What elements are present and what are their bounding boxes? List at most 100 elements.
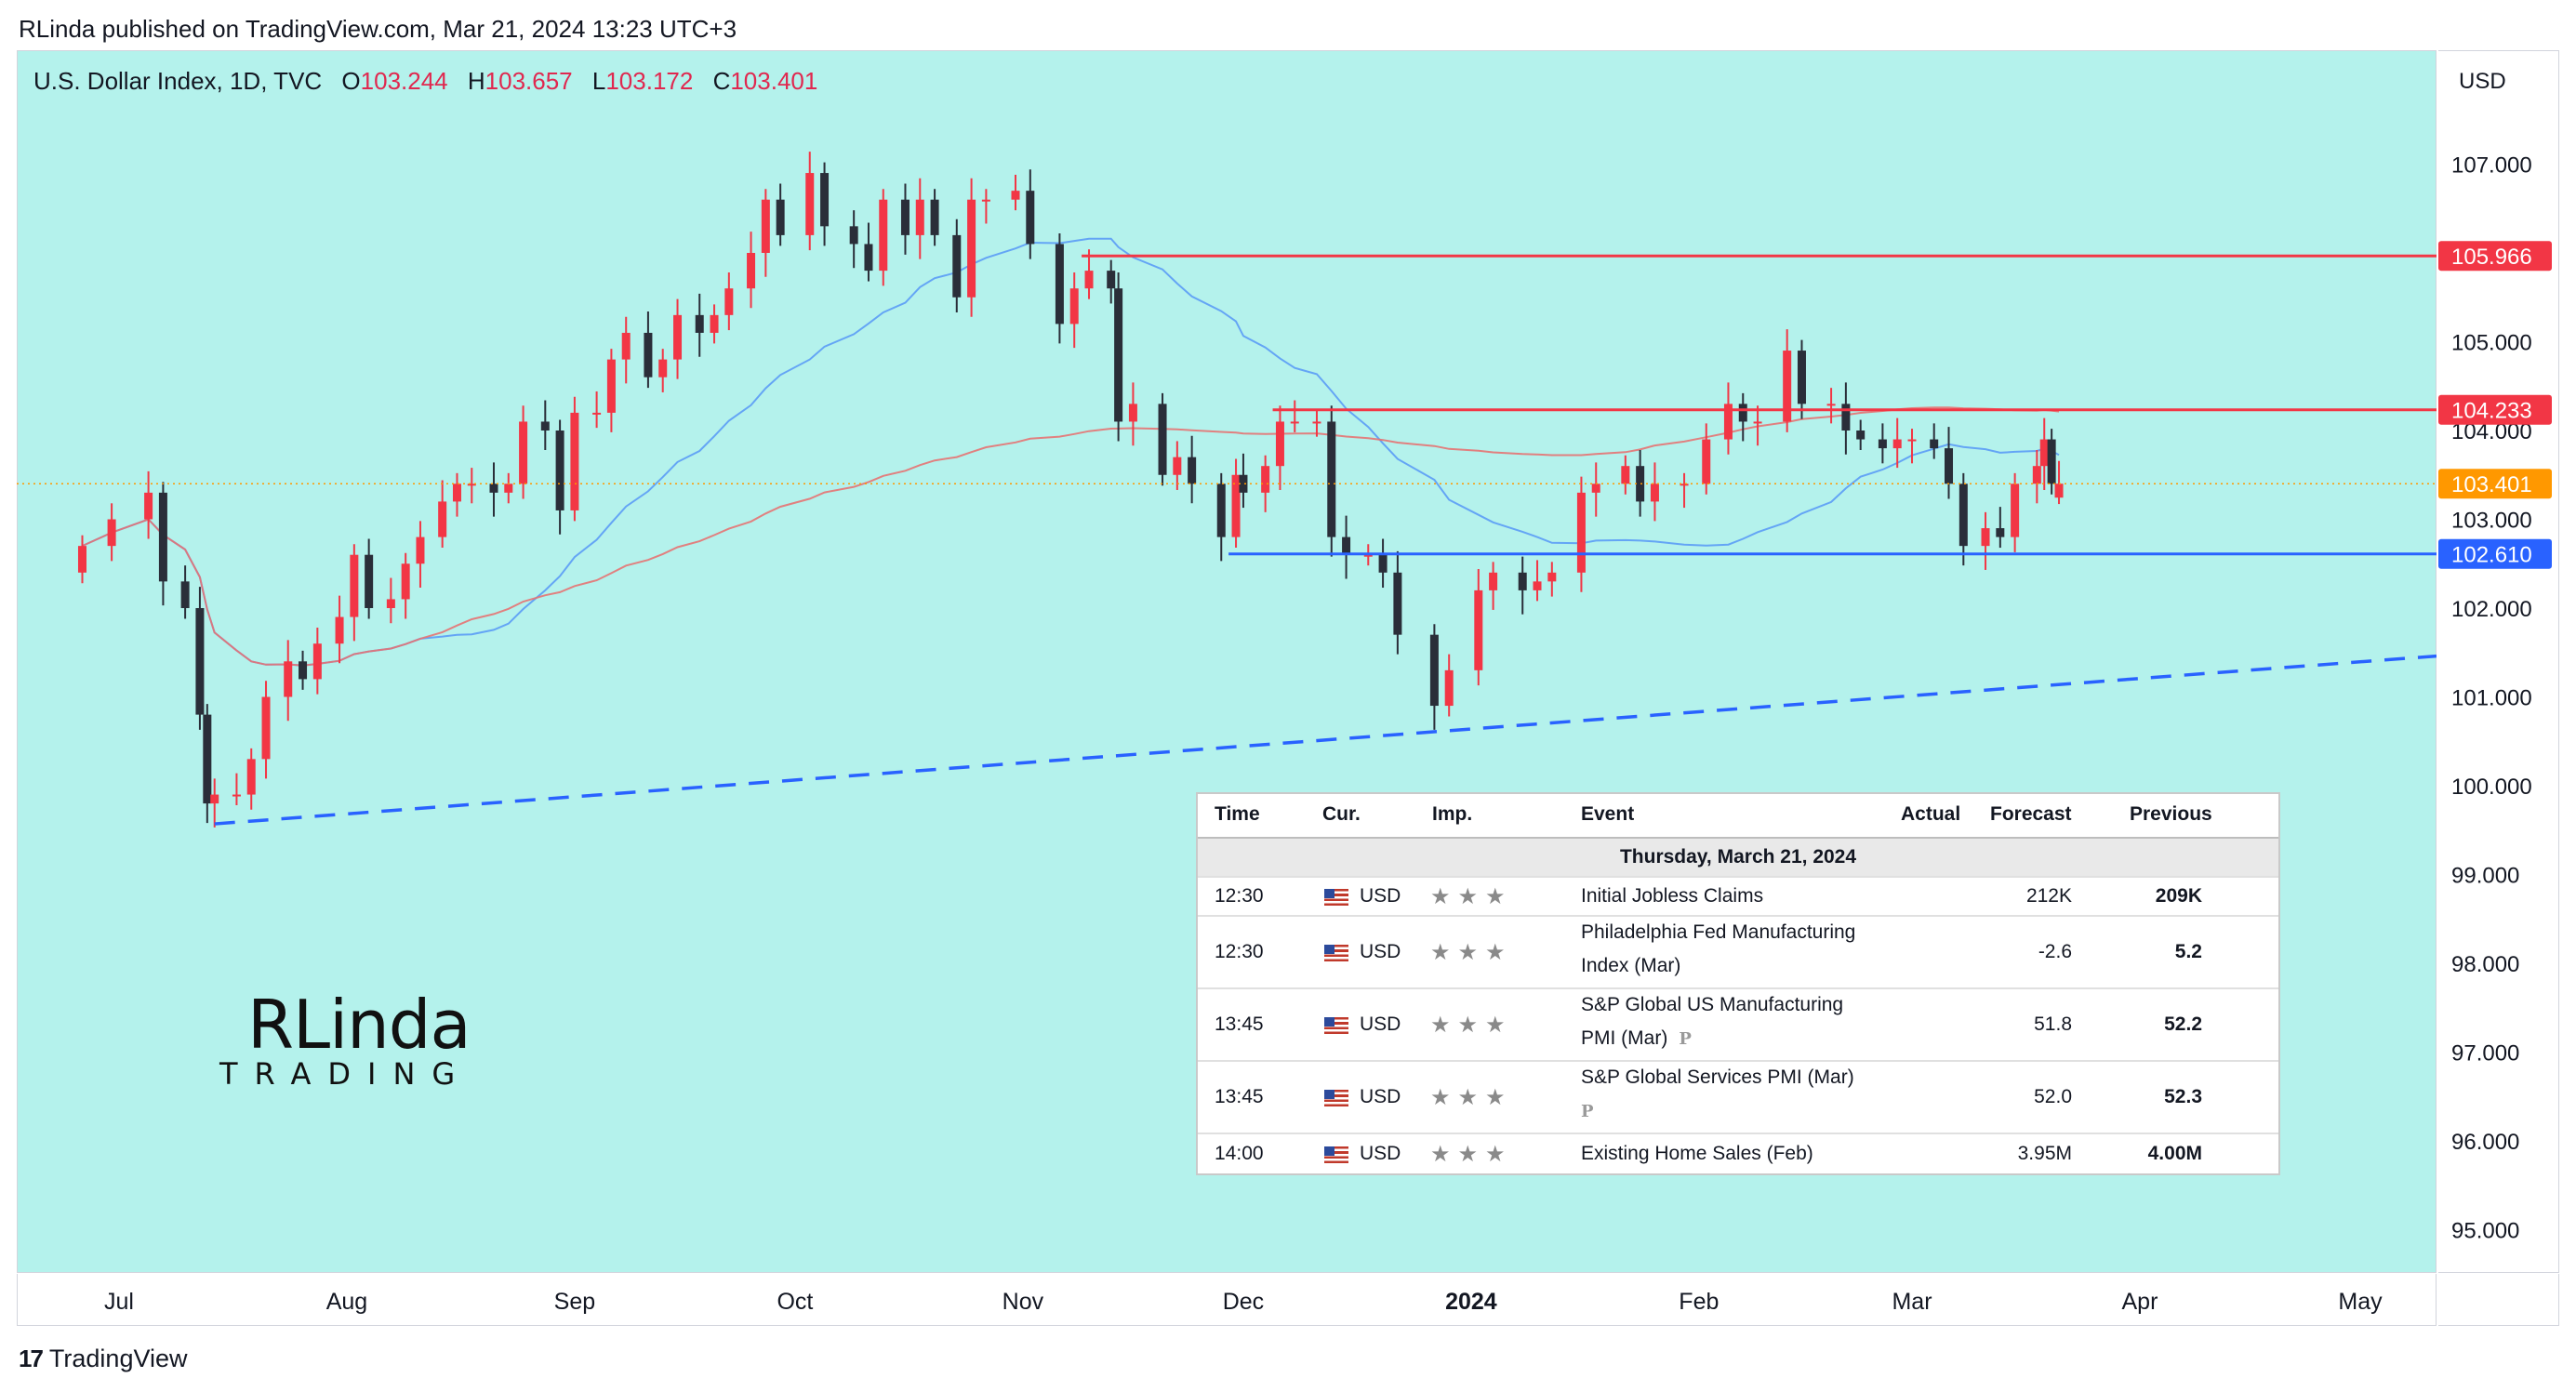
- candle-body: [1636, 466, 1645, 502]
- event-currency: USD: [1360, 885, 1401, 907]
- event-previous: 52.2: [2164, 1013, 2202, 1035]
- candle-body: [180, 581, 190, 608]
- close-label: C: [712, 67, 731, 95]
- importance-stars-icon: ★★★: [1430, 884, 1513, 909]
- candle-body: [1342, 537, 1351, 555]
- candle-body: [284, 661, 293, 697]
- candle-body: [658, 359, 668, 378]
- candle-body: [1753, 421, 1762, 424]
- candle-body: [967, 199, 976, 298]
- calendar-event-row[interactable]: 14:00 USD ★★★ Existing Home Sales (Feb) 3.95…: [1198, 1133, 2278, 1175]
- candle-body: [519, 421, 528, 484]
- event-currency: USD: [1360, 1013, 1401, 1035]
- calendar-event-row[interactable]: 12:30 USD ★★★ Initial Jobless Claims 212K 209…: [1198, 876, 2278, 917]
- candle-body: [1011, 191, 1020, 200]
- candle-body: [1393, 572, 1402, 635]
- candle-body: [820, 173, 830, 227]
- ma200-line: [82, 406, 2060, 667]
- close-value: 103.401: [730, 67, 818, 95]
- y-tick-label: 101.000: [2451, 686, 2532, 711]
- candle-body: [489, 484, 498, 493]
- event-time: 12:30: [1215, 885, 1264, 907]
- support-trendline: [214, 654, 2437, 826]
- candle-body: [2011, 484, 2020, 537]
- candle-body: [232, 794, 241, 797]
- candle-body: [1239, 474, 1248, 493]
- x-tick-label: Oct: [777, 1289, 813, 1315]
- y-tick-label: 96.000: [2451, 1130, 2519, 1155]
- candle-body: [952, 234, 962, 298]
- y-tick-label: 99.000: [2451, 864, 2519, 889]
- y-tick-label: 102.000: [2451, 597, 2532, 622]
- currency-button[interactable]: USD: [2446, 61, 2548, 102]
- tradingview-footer[interactable]: 17 TradingView: [19, 1345, 188, 1373]
- calendar-event-row[interactable]: 12:30 USD ★★★ Philadelphia Fed Manufacturin…: [1198, 915, 2278, 989]
- candle-body: [158, 492, 167, 582]
- candle-body: [1621, 466, 1630, 484]
- candle-body: [644, 332, 653, 378]
- symbol-name[interactable]: U.S. Dollar Index, 1D, TVC: [33, 67, 323, 95]
- candle-body: [1173, 457, 1182, 475]
- candle-body: [2054, 484, 2064, 498]
- candle-body: [1231, 474, 1241, 537]
- event-name-line2: Index (Mar): [1581, 955, 1681, 976]
- candle-body: [1841, 404, 1851, 431]
- candle-body: [335, 616, 344, 644]
- candle-body: [365, 554, 374, 608]
- importance-stars-icon: ★★★: [1430, 940, 1513, 965]
- candle-body: [1128, 404, 1137, 422]
- importance-stars-icon: ★★★: [1430, 1142, 1513, 1167]
- tradingview-brand: TradingView: [48, 1345, 188, 1372]
- x-tick-label: Mar: [1892, 1289, 1932, 1315]
- candle-body: [504, 484, 513, 493]
- candle-body: [1738, 404, 1747, 422]
- event-name-line2: P: [1581, 1100, 1594, 1122]
- preliminary-badge: P: [1581, 1102, 1594, 1121]
- event-forecast: 52.0: [2034, 1086, 2072, 1107]
- candle-body: [1892, 439, 1902, 449]
- time-axis[interactable]: [17, 1274, 2437, 1326]
- candle-body: [1444, 669, 1454, 707]
- col-event: Event: [1581, 803, 1635, 825]
- price-tag: [2438, 469, 2552, 499]
- y-tick-label: 97.000: [2451, 1041, 2519, 1066]
- event-name: S&P Global US Manufacturing: [1581, 994, 1844, 1015]
- candle-body: [555, 431, 564, 510]
- candle-body: [606, 359, 616, 413]
- col-currency: Cur.: [1322, 803, 1361, 825]
- price-tag-label: 103.401: [2451, 472, 2532, 497]
- candle-body: [299, 661, 308, 680]
- candle-body: [673, 314, 683, 360]
- candle-body: [1378, 554, 1388, 573]
- preliminary-badge: P: [1679, 1029, 1692, 1049]
- candle-body: [210, 794, 219, 804]
- candle-body: [621, 332, 631, 360]
- candle-body: [724, 288, 734, 315]
- x-tick-label: Feb: [1679, 1289, 1719, 1315]
- low-label: L: [591, 67, 606, 95]
- plot-layer: [17, 152, 2437, 828]
- x-tick-label: 2024: [1445, 1289, 1497, 1315]
- event-forecast: 51.8: [2034, 1013, 2072, 1035]
- candle-body: [900, 199, 910, 235]
- x-tick-label: Nov: [1003, 1289, 1044, 1315]
- event-name: Philadelphia Fed Manufacturing: [1581, 921, 1856, 943]
- watermark-line1: RLinda: [247, 986, 471, 1064]
- open-label: O: [341, 67, 361, 95]
- candle-body: [438, 501, 447, 537]
- event-time: 12:30: [1215, 941, 1264, 962]
- candle-body: [1518, 572, 1527, 590]
- candle-body: [1429, 634, 1439, 707]
- candle-body: [144, 492, 153, 520]
- candle-body: [1797, 351, 1806, 404]
- watermark-line2: TRADING: [219, 1056, 472, 1092]
- open-value: 103.244: [360, 67, 448, 95]
- candle-body: [981, 199, 990, 202]
- calendar-event-row[interactable]: 13:45 USD ★★★ S&P Global US Manufacturing PM…: [1198, 987, 2278, 1062]
- event-forecast: 212K: [2025, 885, 2072, 907]
- candle-body: [386, 599, 395, 608]
- calendar-event-row[interactable]: 13:45 USD ★★★ S&P Global Services PMI (Mar)…: [1198, 1060, 2278, 1134]
- y-tick-label: 107.000: [2451, 153, 2532, 179]
- us-flag-icon: [1324, 1146, 1348, 1163]
